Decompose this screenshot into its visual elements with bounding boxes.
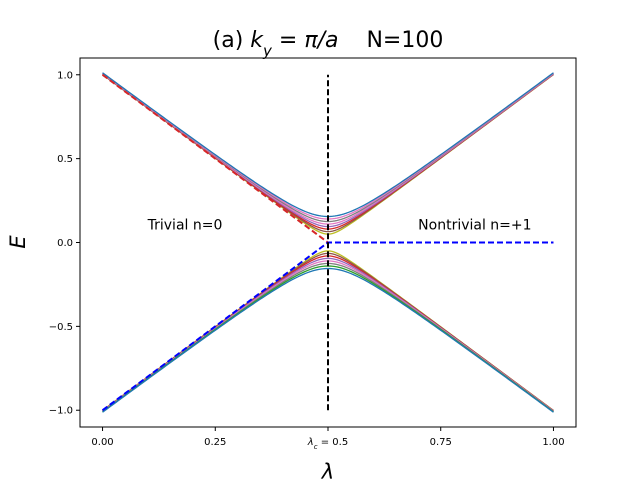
edge-upper-red [101,73,554,244]
y-tick-label: −0.5 [49,322,73,333]
x-tick-label-tail: = 0.5 [318,437,349,448]
x-tick-label-base: λ [307,437,314,448]
title-k-letter: k [250,28,264,53]
title-gap [338,28,366,53]
x-tick-label: 1.00 [542,437,564,448]
lower-bulk-band-7 [102,267,554,413]
y-tick-label: 0.5 [57,154,73,165]
x-tick-label: 0.75 [430,437,452,448]
x-tick-label: 0.00 [91,437,113,448]
x-axis-label: λ [321,460,334,480]
title-equals: = [272,28,304,53]
y-axis-label: E [6,235,30,249]
y-ticks-layer: −1.0 −0.5 0.0 0.5 1.0 [49,70,80,417]
edge-states-layer [101,73,554,412]
x-tick-label-sub: c [314,443,318,451]
x-tick-label: 0.25 [204,437,226,448]
title-k-subscript: y [262,42,273,60]
x-ticks-layer: 0.00 0.25 λc = 0.5 0.75 1.00 [91,427,565,451]
title-n-label: N=100 [366,28,443,53]
x-tick-label: λc = 0.5 [307,437,348,451]
y-tick-label: 1.0 [57,70,73,81]
y-tick-label: 0.0 [57,238,73,249]
nontrivial-label: Nontrivial n=+1 [418,218,531,234]
chart-title: (a) ky = π/a N=100 [213,28,444,60]
trivial-label: Trivial n=0 [147,218,223,234]
title-prefix: (a) [213,28,251,53]
edge-lower-blue [101,241,554,412]
y-tick-label: −1.0 [49,406,73,417]
title-pi-over-a: π/a [304,28,338,53]
